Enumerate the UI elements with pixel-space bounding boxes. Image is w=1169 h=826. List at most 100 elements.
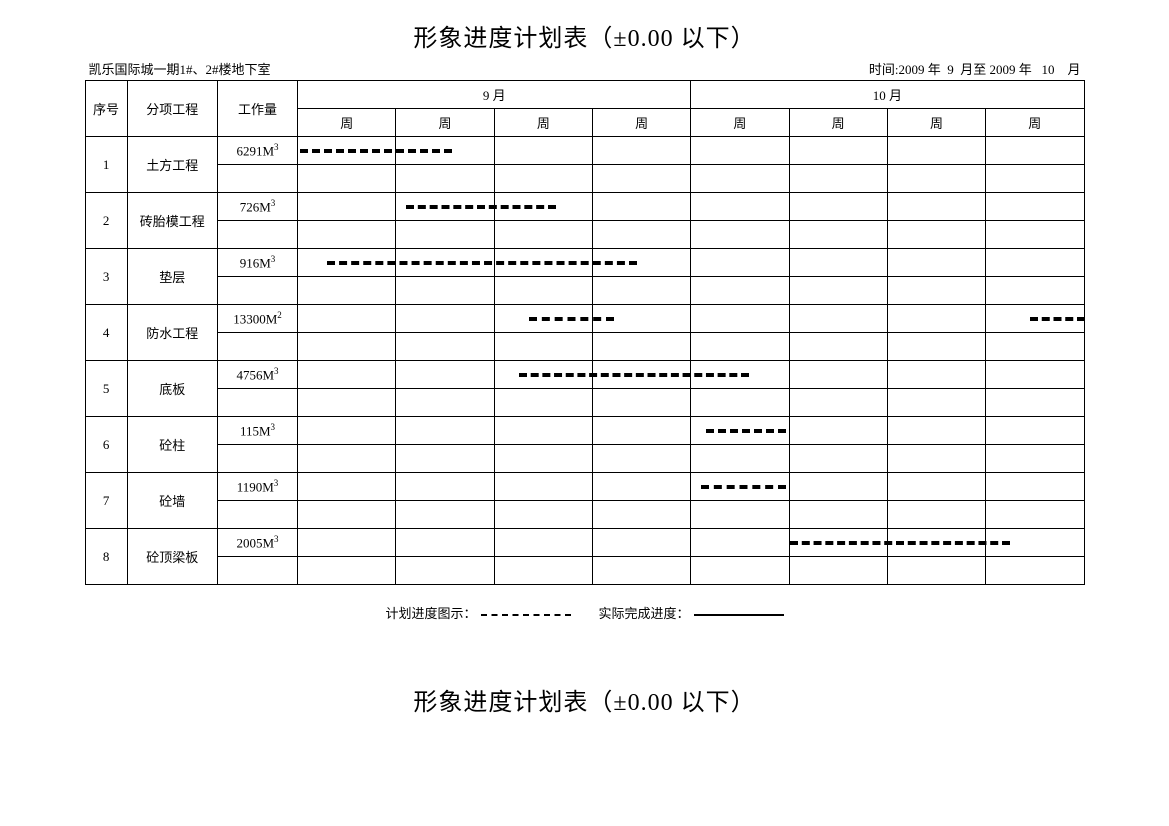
gantt-cell [592, 557, 690, 585]
gantt-bar [1030, 317, 1085, 321]
table-row: 7砼墙1190M3 [85, 473, 1084, 501]
gantt-cell [494, 529, 592, 557]
gantt-cell [986, 501, 1084, 529]
name-cell: 砼柱 [127, 417, 217, 473]
gantt-cell [986, 333, 1084, 361]
gantt-cell [396, 277, 494, 305]
work-cell: 1190M3 [217, 473, 297, 501]
gantt-cell [396, 389, 494, 417]
gantt-cell [396, 473, 494, 501]
gantt-cell [887, 501, 985, 529]
gantt-cell [691, 193, 789, 221]
name-cell: 砖胎模工程 [127, 193, 217, 249]
gantt-cell [396, 417, 494, 445]
gantt-cell [789, 193, 887, 221]
gantt-cell [986, 193, 1084, 221]
table-row [85, 277, 1084, 305]
gantt-cell [789, 221, 887, 249]
gantt-cell [494, 473, 592, 501]
gantt-cell [789, 137, 887, 165]
header-seq: 序号 [85, 81, 127, 137]
table-row [85, 445, 1084, 473]
gantt-cell [986, 221, 1084, 249]
gantt-cell [691, 501, 789, 529]
table-row [85, 333, 1084, 361]
gantt-cell [789, 473, 887, 501]
gantt-cell [592, 445, 690, 473]
work-cell: 726M3 [217, 193, 297, 221]
work-cell-empty [217, 221, 297, 249]
gantt-cell [691, 361, 789, 389]
gantt-cell [986, 529, 1084, 557]
gantt-cell [986, 473, 1084, 501]
seq-cell: 2 [85, 193, 127, 249]
header-name: 分项工程 [127, 81, 217, 137]
table-row [85, 221, 1084, 249]
name-cell: 垫层 [127, 249, 217, 305]
gantt-cell [494, 333, 592, 361]
gantt-cell [789, 333, 887, 361]
gantt-cell [789, 445, 887, 473]
gantt-cell [396, 445, 494, 473]
work-cell: 115M3 [217, 417, 297, 445]
gantt-cell [494, 417, 592, 445]
table-row: 6砼柱115M3 [85, 417, 1084, 445]
gantt-cell [396, 165, 494, 193]
name-cell: 砼顶梁板 [127, 529, 217, 585]
gantt-cell [494, 221, 592, 249]
table-row [85, 389, 1084, 417]
gantt-cell [298, 389, 396, 417]
work-cell: 916M3 [217, 249, 297, 277]
table-row: 2砖胎模工程726M3 [85, 193, 1084, 221]
gantt-cell [789, 389, 887, 417]
work-cell-empty [217, 445, 297, 473]
work-cell-empty [217, 277, 297, 305]
gantt-cell [298, 333, 396, 361]
gantt-cell [592, 277, 690, 305]
table-row: 3垫层916M3 [85, 249, 1084, 277]
schedule-table: 序号 分项工程 工作量 9 月 10 月 周 周 周 周 周 周 周 周 1土方… [85, 80, 1085, 585]
gantt-cell [789, 557, 887, 585]
gantt-cell [592, 165, 690, 193]
seq-cell: 6 [85, 417, 127, 473]
gantt-cell [592, 473, 690, 501]
gantt-cell [691, 221, 789, 249]
gantt-cell [494, 501, 592, 529]
gantt-cell [592, 137, 690, 165]
gantt-cell [494, 361, 592, 389]
gantt-cell [396, 137, 494, 165]
gantt-cell [494, 277, 592, 305]
header-work: 工作量 [217, 81, 297, 137]
gantt-cell [298, 501, 396, 529]
header-week: 周 [986, 109, 1084, 137]
gantt-cell [986, 361, 1084, 389]
table-row [85, 165, 1084, 193]
table-row: 1土方工程6291M3 [85, 137, 1084, 165]
gantt-cell [789, 305, 887, 333]
gantt-cell [789, 277, 887, 305]
gantt-cell [789, 165, 887, 193]
gantt-cell [887, 389, 985, 417]
gantt-cell [986, 277, 1084, 305]
gantt-cell [986, 445, 1084, 473]
gantt-cell [396, 361, 494, 389]
gantt-cell [592, 529, 690, 557]
gantt-cell [298, 445, 396, 473]
project-label: 凯乐国际城一期1#、2#楼地下室 [89, 59, 271, 78]
gantt-cell [298, 557, 396, 585]
gantt-cell [298, 361, 396, 389]
gantt-cell [298, 193, 396, 221]
header-week: 周 [691, 109, 789, 137]
gantt-cell [592, 501, 690, 529]
page-title: 形象进度计划表（±0.00 以下） [0, 0, 1169, 59]
gantt-cell [592, 417, 690, 445]
gantt-cell [396, 221, 494, 249]
gantt-cell [887, 305, 985, 333]
header-week: 周 [298, 109, 396, 137]
header-month1: 9 月 [298, 81, 691, 109]
gantt-cell [986, 557, 1084, 585]
header-month2: 10 月 [691, 81, 1084, 109]
gantt-cell [887, 333, 985, 361]
work-cell: 6291M3 [217, 137, 297, 165]
gantt-cell [887, 193, 985, 221]
